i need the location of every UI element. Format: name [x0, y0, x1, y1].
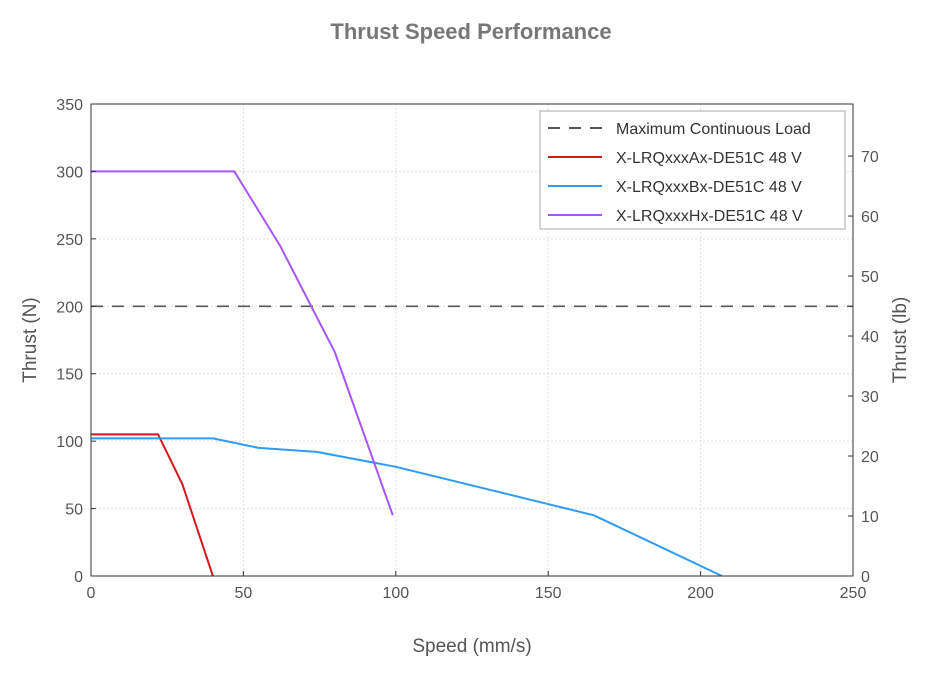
- legend-label-0: Maximum Continuous Load: [616, 121, 811, 138]
- x-axis-label: Speed (mm/s): [412, 636, 531, 657]
- x-tick-label: 100: [382, 585, 409, 602]
- series-line-3: [91, 170, 394, 516]
- plot-frame: [90, 103, 854, 577]
- y-right-axis-label: Thrust (lb): [890, 297, 911, 384]
- x-tick-label: 200: [687, 585, 714, 602]
- y-right-tick-label: 70: [861, 149, 879, 166]
- y-tick-label: 350: [56, 97, 83, 114]
- legend-label-1: X-LRQxxxAx-DE51C 48 V: [616, 150, 802, 167]
- y-tick-label: 200: [56, 299, 83, 316]
- y-right-tick-label: 50: [861, 269, 879, 286]
- y-tick-label: 150: [56, 367, 83, 384]
- y-right-tick-label: 30: [861, 389, 879, 406]
- series-line-1: [91, 433, 214, 577]
- x-tick-label: 50: [235, 585, 253, 602]
- y-tick-label: 250: [56, 232, 83, 249]
- y-tick-label: 300: [56, 164, 83, 181]
- series-line-2: [91, 437, 723, 577]
- y-right-tick-label: 60: [861, 209, 879, 226]
- legend: Maximum Continuous Load X-LRQxxxAx-DE51C …: [539, 110, 846, 230]
- y-axis-label: Thrust (N): [20, 297, 41, 383]
- y-right-tick-label: 20: [861, 449, 879, 466]
- legend-label-3: X-LRQxxxHx-DE51C 48 V: [616, 208, 803, 225]
- y-right-tick-label: 40: [861, 329, 879, 346]
- x-tick-label: 150: [535, 585, 562, 602]
- chart-title: Thrust Speed Performance: [330, 19, 611, 44]
- legend-box: [539, 110, 846, 230]
- y-right-tick-label: 10: [861, 509, 879, 526]
- series-layer: [91, 170, 853, 577]
- x-tick-label: 250: [840, 585, 867, 602]
- legend-label-2: X-LRQxxxBx-DE51C 48 V: [616, 179, 802, 196]
- y-right-tick-label: 0: [861, 569, 870, 586]
- y-tick-label: 0: [74, 569, 83, 586]
- y-tick-label: 100: [56, 434, 83, 451]
- y-tick-label: 50: [65, 502, 83, 519]
- axis-ticks: 0 50 100 150 200 2500501001502002503003500102…: [56, 97, 879, 602]
- x-tick-label: 0: [87, 585, 96, 602]
